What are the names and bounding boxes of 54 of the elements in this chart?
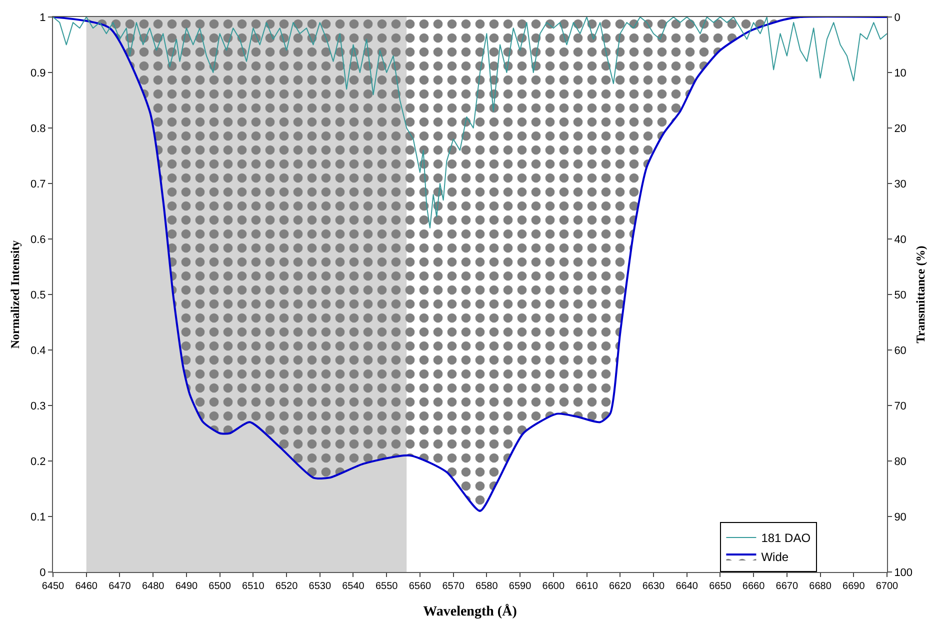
y2-tick-label: 40	[894, 234, 906, 246]
y2-tick-label: 100	[894, 566, 913, 579]
x-tick-label: 6470	[108, 581, 132, 592]
x-tick-label: 6700	[876, 581, 899, 592]
y-tick-label: 0	[40, 566, 46, 579]
y2-tick-label: 90	[894, 511, 906, 524]
y2-tick-label: 10	[894, 67, 906, 80]
y-tick-label: 0.8	[30, 122, 46, 135]
x-tick-label: 6650	[709, 581, 732, 592]
y2-tick-label: 70	[894, 400, 906, 412]
x-tick-label: 6510	[242, 581, 265, 592]
line-series	[53, 17, 887, 228]
x-tick-label: 6460	[75, 581, 98, 592]
x-tick-label: 6640	[676, 581, 698, 592]
y-tick-label: 0.6	[30, 234, 46, 246]
y-tick-label: 0.2	[30, 456, 46, 468]
x-tick-label: 6630	[642, 581, 666, 592]
x-tick-label: 6490	[175, 581, 198, 592]
y2-tick-label: 0	[894, 12, 900, 24]
x-tick-label: 6560	[408, 581, 432, 592]
x-tick-label: 6680	[809, 581, 832, 592]
x-tick-label: 6580	[476, 581, 498, 592]
y2-tick-label: 30	[894, 178, 906, 190]
x-tick-label: 6590	[508, 581, 532, 592]
legend-label: 181 DAO	[761, 531, 811, 546]
x-axis-title: Wavelength (Å)	[423, 603, 518, 620]
y-tick-label: 0.4	[30, 344, 46, 357]
y2-tick-label: 80	[894, 456, 906, 468]
y2-tick-label: 60	[894, 344, 906, 357]
x-tick-label: 6500	[208, 581, 232, 592]
legend-label: Wide	[761, 550, 789, 564]
x-tick-label: 6610	[576, 581, 598, 592]
y-tick-label: 0.9	[30, 67, 46, 80]
y2-tick-label: 50	[894, 289, 906, 302]
y-tick-label: 0.1	[30, 511, 46, 524]
x-tick-label: 6450	[42, 581, 65, 592]
x-tick-label: 6480	[142, 581, 165, 592]
x-tick-label: 6520	[275, 581, 298, 592]
y-tick-label: 0.5	[30, 289, 46, 302]
y-axis-title: Normalized Intensity	[8, 240, 22, 349]
x-tick-label: 6550	[375, 581, 398, 592]
x-tick-label: 6570	[442, 581, 465, 592]
x-tick-label: 6530	[308, 581, 332, 592]
y-tick-label: 1	[40, 12, 46, 24]
y2-tick-label: 20	[894, 122, 906, 135]
x-tick-label: 6540	[342, 581, 365, 592]
x-tick-label: 6660	[742, 581, 766, 592]
x-tick-label: 6690	[842, 581, 866, 592]
y2-axis-title: Transmittance (%)	[913, 246, 928, 344]
y-tick-label: 0.7	[30, 178, 46, 190]
x-tick-label: 6620	[608, 581, 632, 592]
y-tick-label: 0.3	[30, 400, 46, 412]
x-tick-label: 6600	[542, 581, 565, 592]
x-tick-label: 6670	[776, 581, 798, 592]
